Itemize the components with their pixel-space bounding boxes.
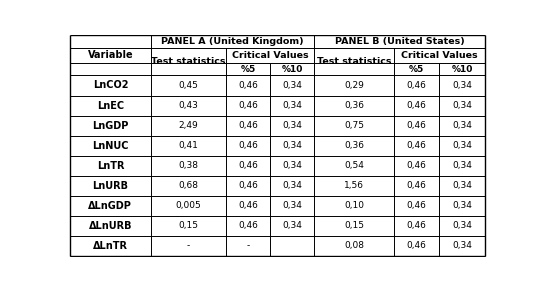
Text: LnEC: LnEC [97, 101, 124, 110]
Text: %5: %5 [240, 65, 256, 74]
Text: Test statistics: Test statistics [317, 57, 391, 66]
Text: 0,46: 0,46 [406, 181, 427, 190]
Text: 0,46: 0,46 [238, 201, 258, 210]
Text: 0,46: 0,46 [406, 81, 427, 90]
Text: LnURB: LnURB [92, 181, 128, 191]
Text: 0,08: 0,08 [344, 241, 364, 250]
Text: 0,34: 0,34 [282, 101, 302, 110]
Text: 0,46: 0,46 [238, 101, 258, 110]
Text: 0,34: 0,34 [452, 161, 472, 170]
Text: 0,38: 0,38 [178, 161, 198, 170]
Text: 0,46: 0,46 [238, 121, 258, 130]
Text: ΔLnTR: ΔLnTR [93, 241, 128, 251]
Text: 0,46: 0,46 [406, 101, 427, 110]
Text: -: - [246, 241, 249, 250]
Text: LnTR: LnTR [96, 161, 124, 171]
Text: 0,34: 0,34 [282, 221, 302, 230]
Text: 0,34: 0,34 [452, 101, 472, 110]
Text: 0,46: 0,46 [238, 141, 258, 150]
Text: 0,68: 0,68 [178, 181, 198, 190]
Text: %10: %10 [281, 65, 303, 74]
Text: 0,29: 0,29 [344, 81, 364, 90]
Text: 0,36: 0,36 [344, 101, 364, 110]
Text: 0,46: 0,46 [406, 201, 427, 210]
Text: 1,56: 1,56 [344, 181, 364, 190]
Text: 2,49: 2,49 [178, 121, 198, 130]
Text: %5: %5 [409, 65, 424, 74]
Text: Test statistics: Test statistics [151, 57, 225, 66]
Text: 0,46: 0,46 [238, 181, 258, 190]
Text: 0,46: 0,46 [406, 161, 427, 170]
Text: ΔLnURB: ΔLnURB [89, 221, 132, 231]
Text: 0,34: 0,34 [282, 181, 302, 190]
Text: 0,46: 0,46 [406, 121, 427, 130]
Text: 0,34: 0,34 [452, 181, 472, 190]
Text: LnCO2: LnCO2 [93, 81, 128, 90]
Text: %10: %10 [451, 65, 473, 74]
Text: 0,34: 0,34 [282, 141, 302, 150]
Text: 0,15: 0,15 [344, 221, 364, 230]
Text: 0,46: 0,46 [406, 141, 427, 150]
Text: 0,34: 0,34 [282, 81, 302, 90]
Text: 0,41: 0,41 [178, 141, 198, 150]
Text: Critical Values: Critical Values [402, 51, 478, 60]
Text: 0,34: 0,34 [452, 221, 472, 230]
Text: 0,10: 0,10 [344, 201, 364, 210]
Text: 0,43: 0,43 [178, 101, 198, 110]
Text: 0,34: 0,34 [452, 81, 472, 90]
Text: LnGDP: LnGDP [92, 121, 128, 131]
Text: ΔLnGDP: ΔLnGDP [88, 201, 132, 211]
Text: PANEL B (United States): PANEL B (United States) [335, 37, 464, 46]
Text: 0,34: 0,34 [282, 161, 302, 170]
Text: 0,005: 0,005 [176, 201, 201, 210]
Text: 0,45: 0,45 [178, 81, 198, 90]
Text: 0,15: 0,15 [178, 221, 198, 230]
Text: 0,34: 0,34 [452, 141, 472, 150]
Text: 0,34: 0,34 [282, 201, 302, 210]
Text: -: - [186, 241, 190, 250]
Text: Variable: Variable [88, 51, 133, 60]
Text: 0,46: 0,46 [406, 221, 427, 230]
Text: Critical Values: Critical Values [232, 51, 308, 60]
Text: 0,46: 0,46 [238, 161, 258, 170]
Text: 0,46: 0,46 [238, 81, 258, 90]
Text: 0,34: 0,34 [452, 201, 472, 210]
Text: LnNUC: LnNUC [92, 140, 128, 151]
Text: 0,75: 0,75 [344, 121, 364, 130]
Text: 0,54: 0,54 [344, 161, 364, 170]
Text: 0,34: 0,34 [452, 241, 472, 250]
Text: 0,34: 0,34 [282, 121, 302, 130]
Text: PANEL A (United Kingdom): PANEL A (United Kingdom) [161, 37, 304, 46]
Text: 0,46: 0,46 [238, 221, 258, 230]
Text: 0,34: 0,34 [452, 121, 472, 130]
Text: 0,36: 0,36 [344, 141, 364, 150]
Text: 0,46: 0,46 [406, 241, 427, 250]
